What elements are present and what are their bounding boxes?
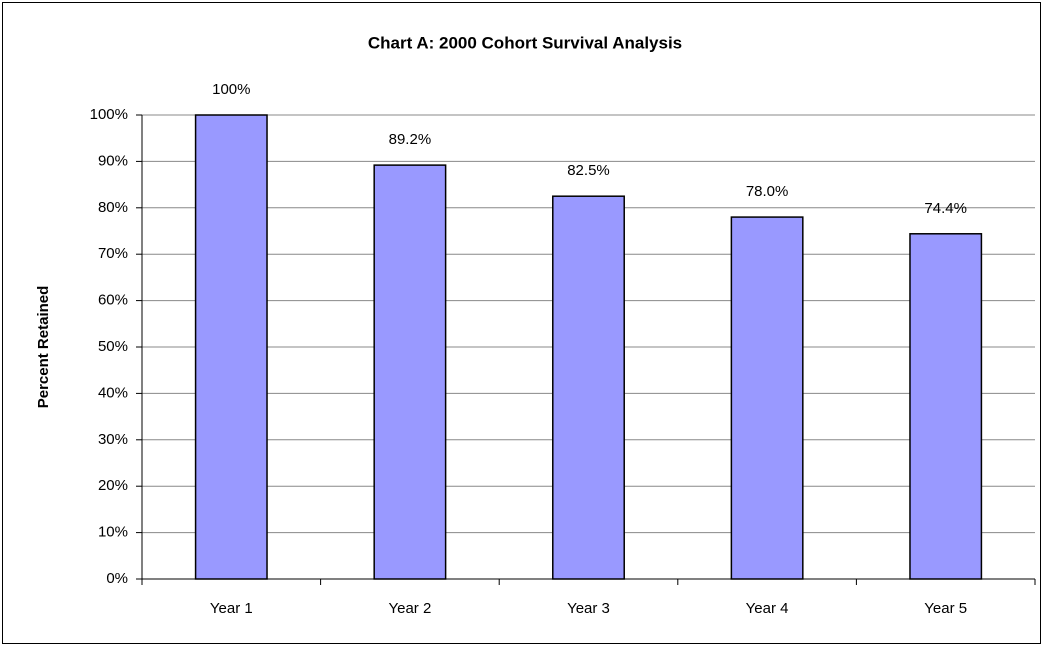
bar: [552, 195, 625, 580]
chart-title: Chart A: 2000 Cohort Survival Analysis: [368, 33, 682, 52]
x-tick-label: Year 5: [924, 600, 967, 617]
y-tick-label: 40%: [98, 384, 128, 401]
y-tick-label: 80%: [98, 199, 128, 216]
y-tick-label: 70%: [98, 245, 128, 262]
bar: [373, 164, 447, 580]
x-tick-label: Year 3: [567, 600, 610, 617]
value-label: 100%: [212, 81, 250, 98]
y-tick-label: 50%: [98, 338, 128, 355]
y-tick-label: 100%: [90, 106, 128, 123]
x-tick-label: Year 1: [210, 600, 253, 617]
y-tick-label: 0%: [106, 570, 128, 587]
bar: [194, 114, 268, 580]
x-tick-label: Year 2: [388, 600, 431, 617]
bar: [909, 233, 983, 580]
y-tick-label: 10%: [98, 524, 128, 541]
value-label: 78.0%: [746, 183, 789, 200]
y-axis-label: Percent Retained: [35, 286, 52, 409]
value-label: 82.5%: [567, 162, 610, 179]
y-tick-label: 60%: [98, 292, 128, 309]
y-tick-label: 90%: [98, 152, 128, 169]
y-tick-label: 20%: [98, 477, 128, 494]
value-label: 74.4%: [924, 200, 967, 217]
bar: [730, 216, 804, 580]
y-tick-label: 30%: [98, 431, 128, 448]
value-label: 89.2%: [389, 131, 432, 148]
x-tick-label: Year 4: [746, 600, 789, 617]
